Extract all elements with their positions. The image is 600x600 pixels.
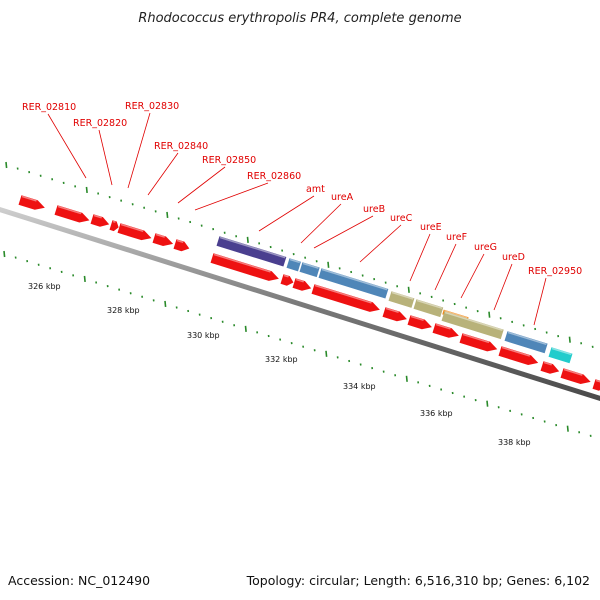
cds-arrow-rer-02860: [173, 239, 190, 252]
gene-label-lines: [47, 112, 547, 326]
major-tick: [5, 161, 8, 169]
tick-marks: [3, 161, 594, 437]
label-leader-line: [460, 253, 485, 299]
gene-label-ured: ureD: [502, 252, 525, 263]
label-leader-line: [493, 263, 513, 311]
major-tick: [407, 286, 410, 293]
cds-arrow-ureg: [432, 323, 459, 338]
gene-labels: RER_02810 RER_02820 RER_02830 RER_02840 …: [22, 101, 582, 277]
label-leader-line: [409, 233, 431, 282]
cds-arrow-urea: [280, 274, 294, 286]
gene-label-rer-02950: RER_02950: [528, 266, 582, 277]
gene-label-ureg: ureG: [474, 242, 497, 253]
label-leader-line: [127, 112, 151, 189]
label-leader-line: [177, 166, 226, 204]
gene-bar-urec: [318, 268, 389, 299]
label-leader-line: [47, 113, 87, 179]
gene-label-rer-02840: RER_02840: [154, 141, 208, 152]
gene-label-ureb: ureB: [363, 204, 385, 215]
gene-bar-ured: [504, 331, 548, 354]
cds-arrow-rer-02950: [540, 361, 560, 374]
scale-label: 336 kbp: [420, 409, 453, 418]
gene-bar-rer-02950: [548, 347, 573, 364]
major-tick: [405, 375, 408, 382]
gene-bar-ureb: [299, 262, 320, 278]
gene-label-rer-02860: RER_02860: [247, 171, 301, 182]
gene-label-urec: ureC: [390, 213, 413, 224]
map-title: Rhodococcus erythropolis PR4, complete g…: [138, 11, 461, 26]
gene-bar-uree: [388, 291, 415, 308]
scale-label: 328 kbp: [107, 306, 140, 315]
label-leader-line: [258, 195, 315, 232]
cds-arrow-rer-02820: [54, 205, 90, 223]
major-tick: [327, 261, 330, 268]
cds-arrow-uree: [382, 307, 407, 322]
gene-bar-uref: [413, 299, 444, 318]
scale-label: 334 kbp: [343, 382, 376, 391]
cds-arrow-urec: [311, 284, 380, 312]
major-tick: [85, 186, 88, 194]
cds-arrow-next: [560, 368, 591, 384]
gene-bar-amt: [216, 236, 287, 267]
major-tick: [566, 425, 569, 432]
label-leader-line: [300, 203, 342, 244]
cds-arrow-ured-2: [498, 346, 539, 365]
gene-label-uref: ureF: [446, 232, 467, 243]
cds-arrow-rer-02840: [117, 223, 152, 241]
gene-bar-ureg: [441, 311, 504, 340]
label-leader-line: [98, 129, 113, 186]
label-leader-line: [313, 215, 374, 249]
gene-label-rer-02850: RER_02850: [202, 155, 256, 166]
accession-text: Accession: NC_012490: [8, 573, 150, 588]
label-leader-line: [359, 224, 402, 263]
label-leader-line: [194, 182, 269, 211]
cds-arrow-amt: [210, 253, 279, 281]
cds-arrow-edge: [592, 379, 600, 391]
scale-label: 330 kbp: [187, 331, 220, 340]
cds-arrow-ured: [459, 333, 498, 352]
major-tick: [486, 400, 489, 407]
cds-arrow-rer-02850: [152, 233, 174, 247]
genome-backbone: [0, 206, 600, 402]
major-tick: [246, 236, 249, 243]
label-leader-line: [147, 152, 179, 196]
major-tick: [568, 336, 571, 343]
major-tick: [244, 325, 247, 332]
gene-label-rer-02830: RER_02830: [125, 101, 179, 112]
major-tick: [83, 275, 86, 283]
gene-label-urea: ureA: [331, 192, 354, 203]
major-tick: [3, 250, 6, 258]
major-tick: [166, 211, 169, 218]
cds-arrow-ureb: [292, 278, 312, 291]
gene-bar-urea: [286, 258, 301, 272]
cds-arrow-rer-02810: [18, 195, 45, 210]
scale-label: 338 kbp: [498, 438, 531, 447]
major-tick: [488, 311, 491, 318]
gene-label-rer-02810: RER_02810: [22, 102, 76, 113]
scale-label: 332 kbp: [265, 355, 298, 364]
major-tick: [164, 300, 167, 307]
cds-arrow-small: [109, 220, 119, 232]
major-tick: [325, 350, 328, 357]
genome-summary-text: Topology: circular; Length: 6,516,310 bp…: [246, 573, 590, 588]
cds-arrow-uref: [407, 315, 432, 330]
gene-features: [18, 195, 600, 391]
cds-arrow-rer-02830: [90, 214, 110, 227]
gene-label-uree: ureE: [420, 222, 442, 233]
scale-label: 326 kbp: [28, 282, 61, 291]
gene-label-amt: amt: [306, 184, 325, 195]
label-leader-line: [434, 243, 457, 291]
scale-labels: 326 kbp 328 kbp 330 kbp 332 kbp 334 kbp …: [28, 282, 531, 447]
label-leader-line: [533, 277, 547, 326]
gene-label-rer-02820: RER_02820: [73, 118, 127, 129]
